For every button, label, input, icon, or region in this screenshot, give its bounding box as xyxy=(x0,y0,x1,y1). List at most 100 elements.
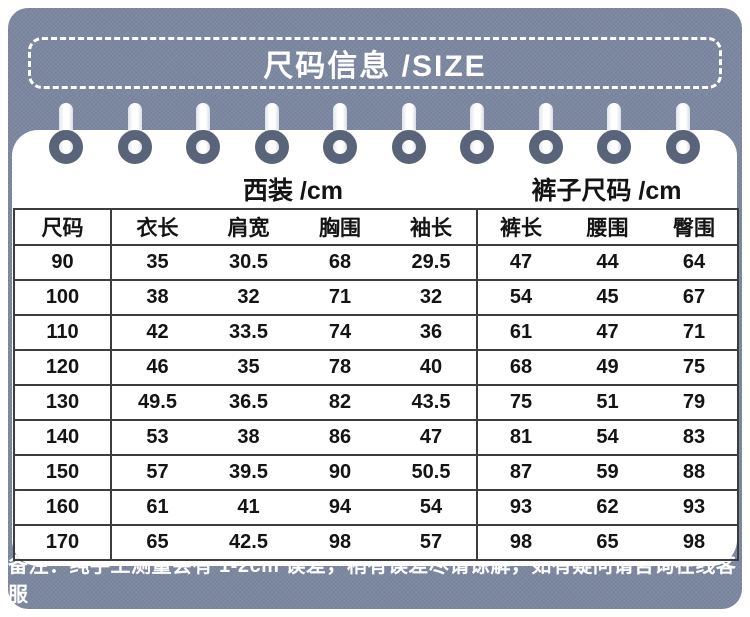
table-cell: 71 xyxy=(294,279,386,316)
table-cell: 98 xyxy=(294,524,386,561)
table-row: 160 61 41 94 54 93 62 93 xyxy=(13,489,739,526)
binder-ring-icon xyxy=(254,130,289,164)
table-cell: 120 xyxy=(13,349,111,386)
table-cell: 57 xyxy=(110,454,203,491)
table-cell: 35 xyxy=(203,349,294,386)
title-dashed-box: 尺码信息 /SIZE xyxy=(28,37,722,89)
binder-ring-icon xyxy=(117,130,152,164)
table-cell: 79 xyxy=(651,384,739,421)
table-cell: 81 xyxy=(476,419,564,456)
group-header-suit: 西装 /cm xyxy=(242,177,344,205)
table-row: 170 65 42.5 98 57 98 65 98 xyxy=(13,524,739,561)
table-cell: 32 xyxy=(203,279,294,316)
table-cell: 62 xyxy=(564,489,651,526)
table-cell: 46 xyxy=(110,349,203,386)
table-cell: 40 xyxy=(386,349,477,386)
table-cell: 30.5 xyxy=(203,244,294,281)
table-cell: 54 xyxy=(386,489,477,526)
table-cell: 38 xyxy=(203,419,294,456)
table-cell: 44 xyxy=(564,244,651,281)
table-cell: 57 xyxy=(386,524,477,561)
table-cell: 86 xyxy=(294,419,386,456)
table-cell: 90 xyxy=(294,454,386,491)
binder-ring-icon xyxy=(186,130,220,164)
table-cell: 36.5 xyxy=(203,384,294,421)
size-table: 尺码 衣长 肩宽 胸围 袖长 裤长 腰围 臀围 90 35 30.5 68 29.5 47 44 64 100… xyxy=(13,208,739,561)
table-cell: 43.5 xyxy=(386,384,477,421)
column-header-row: 尺码 衣长 肩宽 胸围 袖长 裤长 腰围 臀围 xyxy=(13,208,739,246)
table-cell: 65 xyxy=(110,524,203,561)
table-cell: 110 xyxy=(13,314,111,351)
table-cell: 98 xyxy=(476,524,564,561)
table-cell: 53 xyxy=(110,419,203,456)
table-cell: 54 xyxy=(564,419,651,456)
table-cell: 41 xyxy=(203,489,294,526)
table-cell: 47 xyxy=(386,419,477,456)
table-cell: 93 xyxy=(476,489,564,526)
table-cell: 94 xyxy=(294,489,386,526)
table-cell: 87 xyxy=(476,454,564,491)
table-row: 110 42 33.5 74 36 61 47 71 xyxy=(13,314,739,351)
table-cell: 64 xyxy=(651,244,739,281)
table-cell: 49.5 xyxy=(110,384,203,421)
table-cell: 61 xyxy=(476,314,564,351)
table-row: 130 49.5 36.5 82 43.5 75 51 79 xyxy=(13,384,739,421)
table-cell: 33.5 xyxy=(203,314,294,351)
column-header: 袖长 xyxy=(386,208,477,246)
table-cell: 67 xyxy=(651,279,739,316)
table-cell: 88 xyxy=(651,454,739,491)
table-row: 150 57 39.5 90 50.5 87 59 88 xyxy=(13,454,739,491)
table-cell: 36 xyxy=(386,314,477,351)
column-header: 衣长 xyxy=(110,208,203,246)
column-header: 裤长 xyxy=(476,208,564,246)
table-cell: 59 xyxy=(564,454,651,491)
table-card: 西装 /cm 裤子尺码 /cm 尺码 衣长 肩宽 胸围 袖长 裤长 腰围 臀围 90 35 30.… xyxy=(12,130,739,566)
table-cell: 98 xyxy=(651,524,739,561)
binder-ring-icon xyxy=(323,130,357,164)
table-cell: 68 xyxy=(294,244,386,281)
table-cell: 75 xyxy=(651,349,739,386)
table-cell: 47 xyxy=(476,244,564,281)
column-header: 胸围 xyxy=(294,208,386,246)
binder-ring-icon xyxy=(597,130,631,164)
table-cell: 61 xyxy=(110,489,203,526)
table-cell: 49 xyxy=(564,349,651,386)
group-header-pants: 裤子尺码 /cm xyxy=(531,177,682,205)
table-cell: 93 xyxy=(651,489,739,526)
table-cell: 160 xyxy=(13,489,111,526)
table-cell: 35 xyxy=(110,244,203,281)
table-cell: 42 xyxy=(110,314,203,351)
table-cell: 75 xyxy=(476,384,564,421)
column-header: 尺码 xyxy=(13,208,111,246)
table-cell: 71 xyxy=(651,314,739,351)
table-cell: 130 xyxy=(13,384,111,421)
table-row: 120 46 35 78 40 68 49 75 xyxy=(13,349,739,386)
table-cell: 83 xyxy=(651,419,739,456)
table-cell: 150 xyxy=(13,454,111,491)
binder-ring-icon xyxy=(528,130,563,164)
background-panel: 尺码信息 /SIZE 西装 /cm 裤子尺码 /cm 尺码 衣长 肩宽 胸围 袖长 裤长腰… xyxy=(8,8,742,609)
table-cell: 38 xyxy=(110,279,203,316)
table-cell: 32 xyxy=(386,279,477,316)
table-cell: 42.5 xyxy=(203,524,294,561)
table-cell: 54 xyxy=(476,279,564,316)
table-row: 100 38 32 71 32 54 45 67 xyxy=(13,279,739,316)
table-cell: 65 xyxy=(564,524,651,561)
binder-ring-icon xyxy=(460,130,494,164)
table-cell: 68 xyxy=(476,349,564,386)
page-title: 尺码信息 /SIZE xyxy=(263,50,487,83)
column-header: 臀围 xyxy=(651,208,739,246)
binder-ring-icon xyxy=(49,130,83,164)
table-cell: 51 xyxy=(564,384,651,421)
table-cell: 47 xyxy=(564,314,651,351)
table-cell: 78 xyxy=(294,349,386,386)
table-cell: 39.5 xyxy=(203,454,294,491)
table-cell: 90 xyxy=(13,244,111,281)
table-cell: 29.5 xyxy=(386,244,477,281)
binder-ring-icon xyxy=(665,130,700,164)
table-cell: 170 xyxy=(13,524,111,561)
table-row: 90 35 30.5 68 29.5 47 44 64 xyxy=(13,244,739,281)
table-cell: 140 xyxy=(13,419,111,456)
table-cell: 45 xyxy=(564,279,651,316)
